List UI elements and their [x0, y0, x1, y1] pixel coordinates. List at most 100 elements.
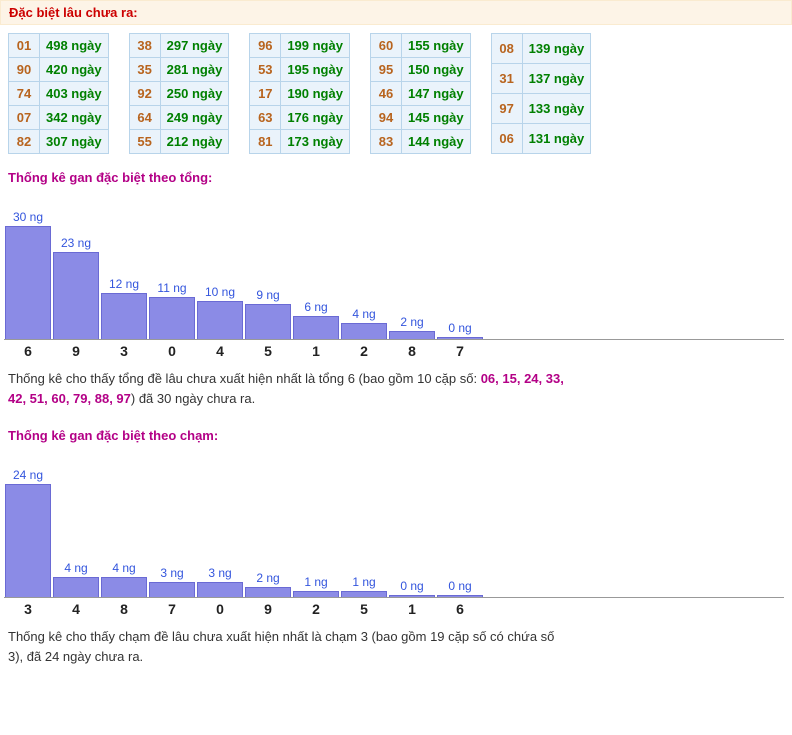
table-row: 90420 ngày — [9, 58, 108, 81]
days-value: 137 ngày — [523, 64, 591, 93]
chart1: 30 ng23 ng12 ng11 ng10 ng9 ng6 ng4 ng2 n… — [4, 193, 784, 339]
table-row: 97133 ngày — [492, 94, 591, 123]
days-value: 403 ngày — [40, 82, 108, 105]
days-value: 307 ngày — [40, 130, 108, 153]
bar-value-label: 0 ng — [436, 579, 484, 595]
table-row: 95150 ngày — [371, 58, 470, 81]
bar-value-label: 24 ng — [4, 468, 52, 484]
chart2-xaxis: 3487092516 — [4, 597, 784, 617]
x-tick: 0 — [196, 598, 244, 617]
bar: 0 ng — [388, 595, 436, 597]
tables-row: 01498 ngày90420 ngày74403 ngày07342 ngày… — [0, 25, 792, 162]
x-tick: 2 — [340, 340, 388, 359]
x-tick: 7 — [148, 598, 196, 617]
bar-rect — [197, 582, 243, 597]
lotto-number: 96 — [250, 34, 280, 57]
lotto-number: 53 — [250, 58, 280, 81]
x-tick: 1 — [388, 598, 436, 617]
x-tick: 7 — [436, 340, 484, 359]
days-value: 133 ngày — [523, 94, 591, 123]
lotto-number: 95 — [371, 58, 401, 81]
lotto-number: 83 — [371, 130, 401, 153]
table-row: 53195 ngày — [250, 58, 349, 81]
bar-rect — [245, 304, 291, 339]
table-row: 94145 ngày — [371, 106, 470, 129]
x-tick: 9 — [52, 340, 100, 359]
table-row: 83144 ngày — [371, 130, 470, 153]
bar: 2 ng — [388, 331, 436, 339]
bar-rect — [389, 595, 435, 597]
data-column-0: 01498 ngày90420 ngày74403 ngày07342 ngày… — [8, 33, 109, 154]
bar-value-label: 10 ng — [196, 285, 244, 301]
bar-rect — [293, 316, 339, 339]
table-row: 82307 ngày — [9, 130, 108, 153]
bar-rect — [341, 323, 387, 339]
bar: 30 ng — [4, 226, 52, 339]
days-value: 249 ngày — [161, 106, 229, 129]
x-tick: 1 — [292, 340, 340, 359]
table-row: 08139 ngày — [492, 34, 591, 63]
chart1-title: Thống kê gan đặc biệt theo tổng: — [8, 170, 784, 185]
data-column-4: 08139 ngày31137 ngày97133 ngày06131 ngày — [491, 33, 592, 154]
days-value: 145 ngày — [402, 106, 470, 129]
days-value: 176 ngày — [281, 106, 349, 129]
table-row: 96199 ngày — [250, 34, 349, 57]
bar-rect — [53, 252, 99, 339]
bar-value-label: 0 ng — [388, 579, 436, 595]
table-row: 63176 ngày — [250, 106, 349, 129]
bar-rect — [149, 582, 195, 597]
chart1-desc-post: ) đã 30 ngày chưa ra. — [131, 391, 255, 406]
table-row: 38297 ngày — [130, 34, 229, 57]
lotto-number: 01 — [9, 34, 39, 57]
lotto-number: 55 — [130, 130, 160, 153]
bar-value-label: 3 ng — [148, 566, 196, 582]
table-row: 60155 ngày — [371, 34, 470, 57]
bar-rect — [197, 301, 243, 339]
days-value: 297 ngày — [161, 34, 229, 57]
bar-rect — [101, 293, 147, 339]
chart1-section: Thống kê gan đặc biệt theo tổng: 30 ng23… — [0, 162, 792, 420]
bar-value-label: 3 ng — [196, 566, 244, 582]
bar-value-label: 9 ng — [244, 288, 292, 304]
bar: 12 ng — [100, 293, 148, 339]
bar: 4 ng — [100, 577, 148, 597]
x-tick: 8 — [388, 340, 436, 359]
x-tick: 9 — [244, 598, 292, 617]
chart2-desc: Thống kê cho thấy chạm đề lâu chưa xuất … — [8, 627, 568, 666]
table-row: 55212 ngày — [130, 130, 229, 153]
bar-rect — [5, 226, 51, 339]
days-value: 147 ngày — [402, 82, 470, 105]
x-tick: 0 — [148, 340, 196, 359]
chart2: 24 ng4 ng4 ng3 ng3 ng2 ng1 ng1 ng0 ng0 n… — [4, 451, 784, 597]
bar-rect — [437, 337, 483, 339]
table-row: 06131 ngày — [492, 124, 591, 153]
days-value: 190 ngày — [281, 82, 349, 105]
data-column-3: 60155 ngày95150 ngày46147 ngày94145 ngày… — [370, 33, 471, 154]
bar-value-label: 2 ng — [388, 315, 436, 331]
lotto-number: 64 — [130, 106, 160, 129]
chart2-section: Thống kê gan đặc biệt theo chạm: 24 ng4 … — [0, 420, 792, 678]
bar: 10 ng — [196, 301, 244, 339]
bar-rect — [245, 587, 291, 597]
bar-rect — [101, 577, 147, 597]
table-row: 74403 ngày — [9, 82, 108, 105]
bar-rect — [53, 577, 99, 597]
table-row: 81173 ngày — [250, 130, 349, 153]
table-row: 64249 ngày — [130, 106, 229, 129]
days-value: 420 ngày — [40, 58, 108, 81]
days-value: 250 ngày — [161, 82, 229, 105]
x-tick: 5 — [340, 598, 388, 617]
table-row: 35281 ngày — [130, 58, 229, 81]
bar-rect — [293, 591, 339, 597]
bar: 11 ng — [148, 297, 196, 339]
bar: 9 ng — [244, 304, 292, 339]
days-value: 195 ngày — [281, 58, 349, 81]
lotto-number: 60 — [371, 34, 401, 57]
lotto-number: 31 — [492, 64, 522, 93]
days-value: 139 ngày — [523, 34, 591, 63]
x-tick: 3 — [4, 598, 52, 617]
x-tick: 6 — [4, 340, 52, 359]
x-tick: 5 — [244, 340, 292, 359]
lotto-number: 08 — [492, 34, 522, 63]
x-tick: 8 — [100, 598, 148, 617]
